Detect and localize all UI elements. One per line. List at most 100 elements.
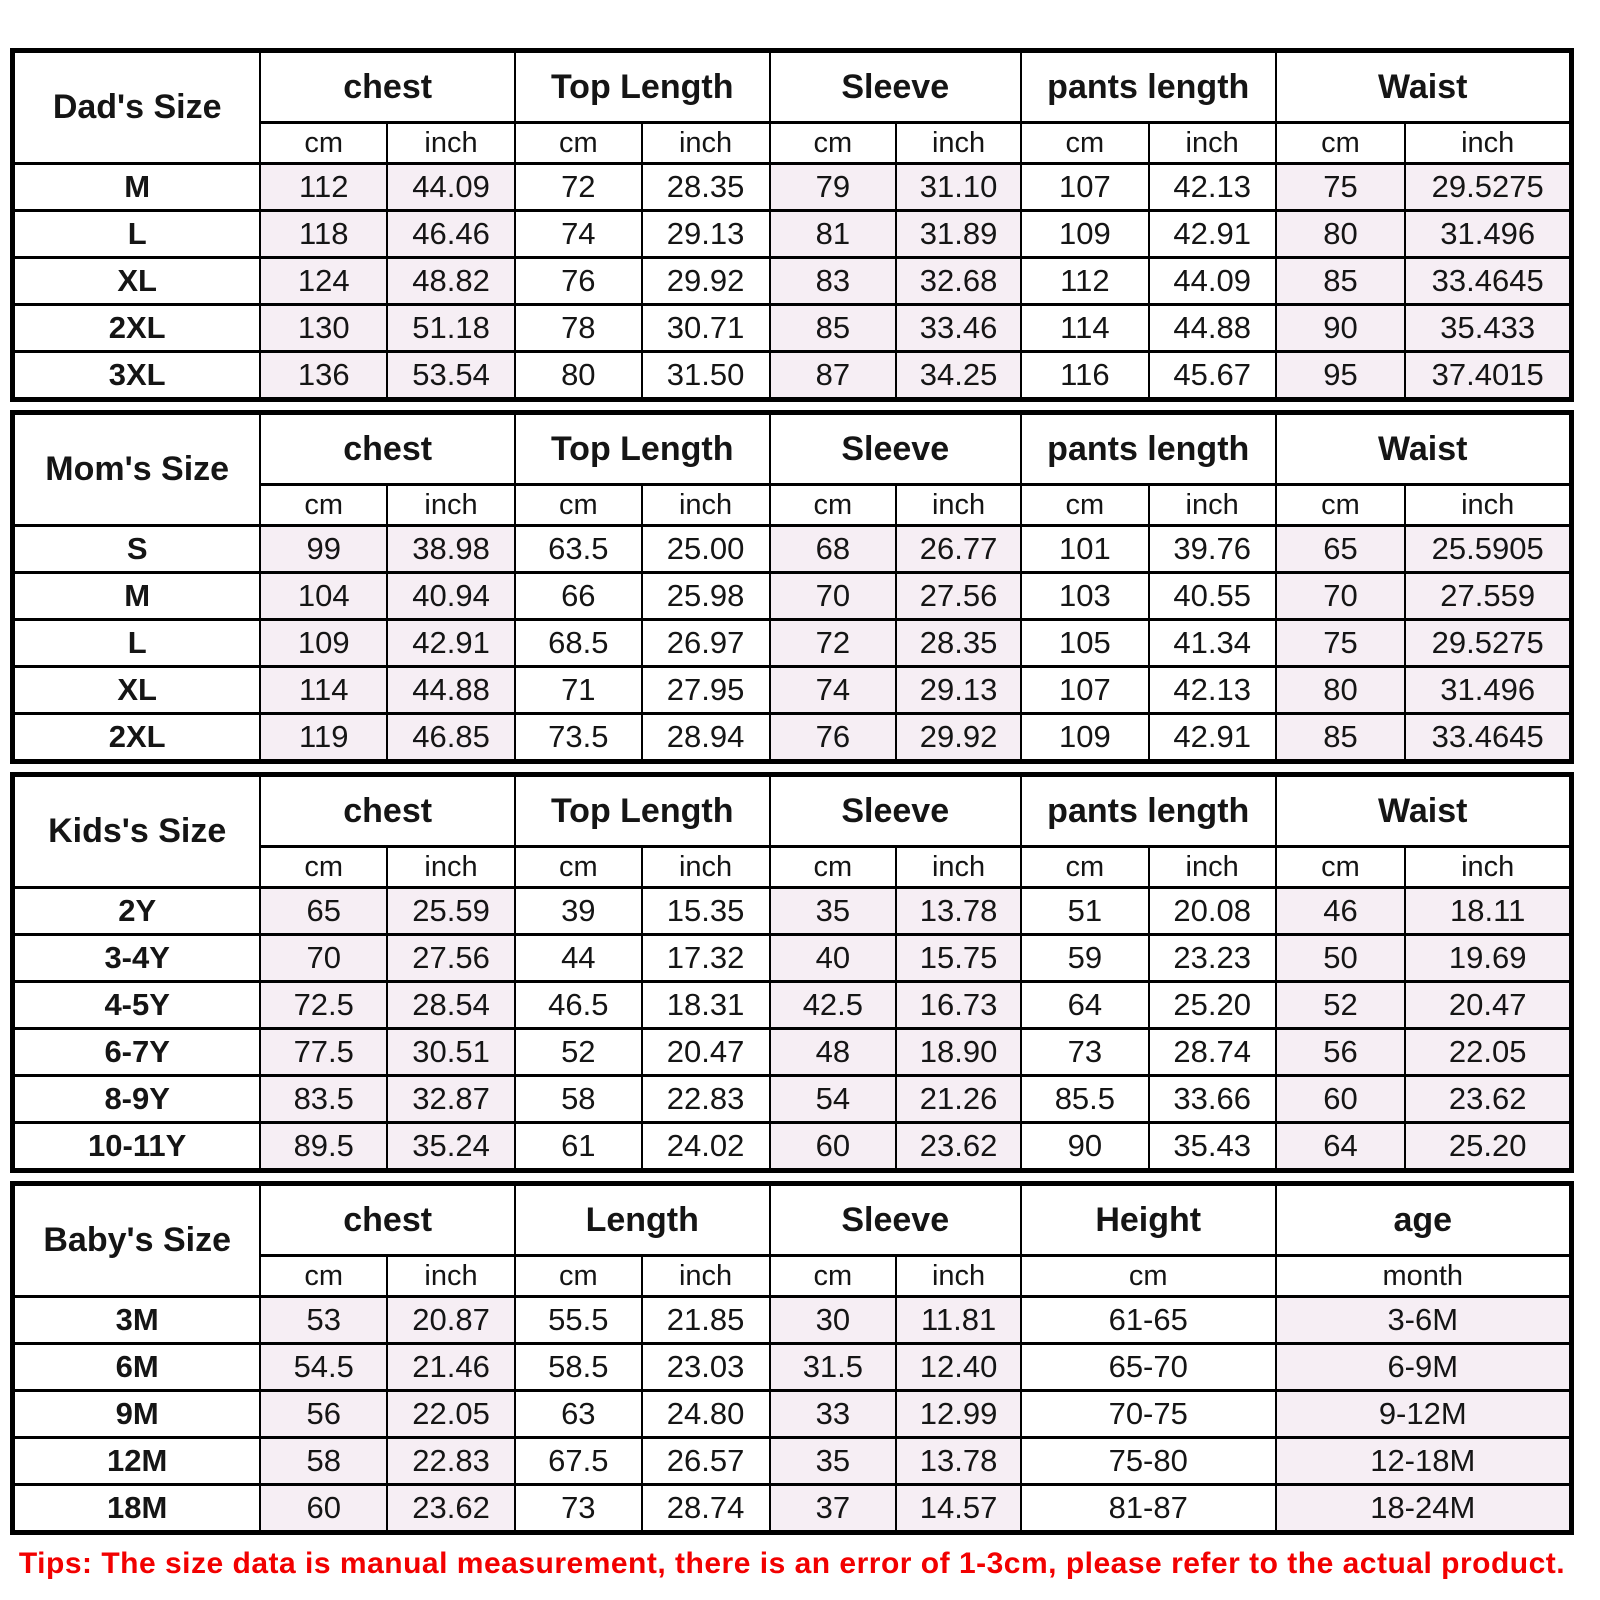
value-cell: 26.77 xyxy=(895,524,1022,574)
size-table-moms: Mom's Size chest Top Length Sleeve pants len… xyxy=(10,410,1574,764)
value-cell: 64 xyxy=(1019,980,1150,1030)
value-cell: 51 xyxy=(1019,886,1150,936)
row-size-label: 6M xyxy=(11,1342,262,1392)
value-cell: 80 xyxy=(1274,209,1407,259)
unit-header: cm xyxy=(768,1254,898,1298)
value-cell: 9-12M xyxy=(1274,1389,1573,1439)
value-cell: 18.90 xyxy=(895,1027,1022,1077)
column-group-header: Top Length xyxy=(513,49,771,124)
value-cell: 30.71 xyxy=(640,303,771,353)
column-group-header: chest xyxy=(259,411,516,486)
column-group-header: chest xyxy=(259,49,516,124)
row-size-label: M xyxy=(11,571,262,621)
value-cell: 109 xyxy=(1019,712,1150,763)
value-cell: 31.5 xyxy=(768,1342,898,1392)
table-row: 10-11Y 89.5 35.24 61 24.02 60 23.62 90 35.43 64 25… xyxy=(11,1121,1573,1172)
value-cell: 50 xyxy=(1274,933,1407,983)
header-row-groups: Kids's Size chest Top Length Sleeve pants le… xyxy=(11,773,1573,889)
value-cell: 112 xyxy=(1019,256,1150,306)
unit-header: inch xyxy=(1147,845,1277,889)
value-cell: 23.62 xyxy=(895,1121,1022,1172)
unit-header: cm xyxy=(1274,121,1407,165)
row-size-label: L xyxy=(11,618,262,668)
value-cell: 112 xyxy=(259,162,389,212)
value-cell: 35.24 xyxy=(386,1121,516,1172)
table-row: L 109 42.91 68.5 26.97 72 28.35 105 41.34 75 29.52… xyxy=(11,618,1573,668)
value-cell: 19.69 xyxy=(1404,933,1573,983)
unit-header: inch xyxy=(640,1254,771,1298)
value-cell: 104 xyxy=(259,571,389,621)
value-cell: 21.85 xyxy=(640,1295,771,1345)
value-cell: 24.02 xyxy=(640,1121,771,1172)
value-cell: 28.74 xyxy=(1147,1027,1277,1077)
row-size-label: 2Y xyxy=(11,886,262,936)
value-cell: 20.47 xyxy=(1404,980,1573,1030)
row-size-label: 10-11Y xyxy=(11,1121,262,1172)
value-cell: 34.25 xyxy=(895,350,1022,401)
column-group-header: Sleeve xyxy=(768,773,1022,848)
value-cell: 32.87 xyxy=(386,1074,516,1124)
unit-header: cm xyxy=(259,483,389,527)
value-cell: 78 xyxy=(513,303,643,353)
value-cell: 22.05 xyxy=(386,1389,516,1439)
unit-header: inch xyxy=(1404,483,1573,527)
value-cell: 70 xyxy=(1274,571,1407,621)
value-cell: 33.4645 xyxy=(1404,712,1573,763)
row-size-label: 9M xyxy=(11,1389,262,1439)
value-cell: 72 xyxy=(768,618,898,668)
unit-header: cm xyxy=(1019,1254,1277,1298)
value-cell: 85 xyxy=(1274,712,1407,763)
value-cell: 44.09 xyxy=(1147,256,1277,306)
value-cell: 63 xyxy=(513,1389,643,1439)
value-cell: 25.5905 xyxy=(1404,524,1573,574)
value-cell: 61 xyxy=(513,1121,643,1172)
value-cell: 70-75 xyxy=(1019,1389,1277,1439)
value-cell: 90 xyxy=(1274,303,1407,353)
column-group-header: Waist xyxy=(1274,773,1573,848)
value-cell: 35.43 xyxy=(1147,1121,1277,1172)
unit-header: cm xyxy=(768,483,898,527)
value-cell: 40.55 xyxy=(1147,571,1277,621)
value-cell: 63.5 xyxy=(513,524,643,574)
value-cell: 33.66 xyxy=(1147,1074,1277,1124)
header-row-groups: Dad's Size chest Top Length Sleeve pants len… xyxy=(11,49,1573,165)
unit-header: cm xyxy=(1274,845,1407,889)
value-cell: 53 xyxy=(259,1295,389,1345)
row-size-label: 3-4Y xyxy=(11,933,262,983)
value-cell: 20.87 xyxy=(386,1295,516,1345)
value-cell: 6-9M xyxy=(1274,1342,1573,1392)
value-cell: 75-80 xyxy=(1019,1436,1277,1486)
column-group-header: pants length xyxy=(1019,773,1277,848)
value-cell: 72 xyxy=(513,162,643,212)
column-group-header: pants length xyxy=(1019,49,1277,124)
value-cell: 29.13 xyxy=(640,209,771,259)
value-cell: 107 xyxy=(1019,665,1150,715)
row-size-label: 2XL xyxy=(11,303,262,353)
value-cell: 27.95 xyxy=(640,665,771,715)
value-cell: 90 xyxy=(1019,1121,1150,1172)
unit-header: cm xyxy=(259,121,389,165)
value-cell: 27.559 xyxy=(1404,571,1573,621)
value-cell: 28.54 xyxy=(386,980,516,1030)
column-group-header: Sleeve xyxy=(768,411,1022,486)
value-cell: 65 xyxy=(1274,524,1407,574)
unit-header: cm xyxy=(768,845,898,889)
section-title-kids: Kids's Size xyxy=(11,773,262,889)
value-cell: 73.5 xyxy=(513,712,643,763)
value-cell: 58 xyxy=(259,1436,389,1486)
value-cell: 23.23 xyxy=(1147,933,1277,983)
value-cell: 26.97 xyxy=(640,618,771,668)
value-cell: 22.83 xyxy=(640,1074,771,1124)
value-cell: 29.13 xyxy=(895,665,1022,715)
value-cell: 119 xyxy=(259,712,389,763)
value-cell: 28.74 xyxy=(640,1483,771,1534)
table-row: 2XL 130 51.18 78 30.71 85 33.46 114 44.88 90 35.43… xyxy=(11,303,1573,353)
value-cell: 26.57 xyxy=(640,1436,771,1486)
value-cell: 44.88 xyxy=(1147,303,1277,353)
value-cell: 44 xyxy=(513,933,643,983)
value-cell: 29.5275 xyxy=(1404,618,1573,668)
value-cell: 77.5 xyxy=(259,1027,389,1077)
value-cell: 28.94 xyxy=(640,712,771,763)
header-row-units: cm inch cm inch cm inch cm inch cm inch xyxy=(13,121,1573,165)
value-cell: 73 xyxy=(1019,1027,1150,1077)
